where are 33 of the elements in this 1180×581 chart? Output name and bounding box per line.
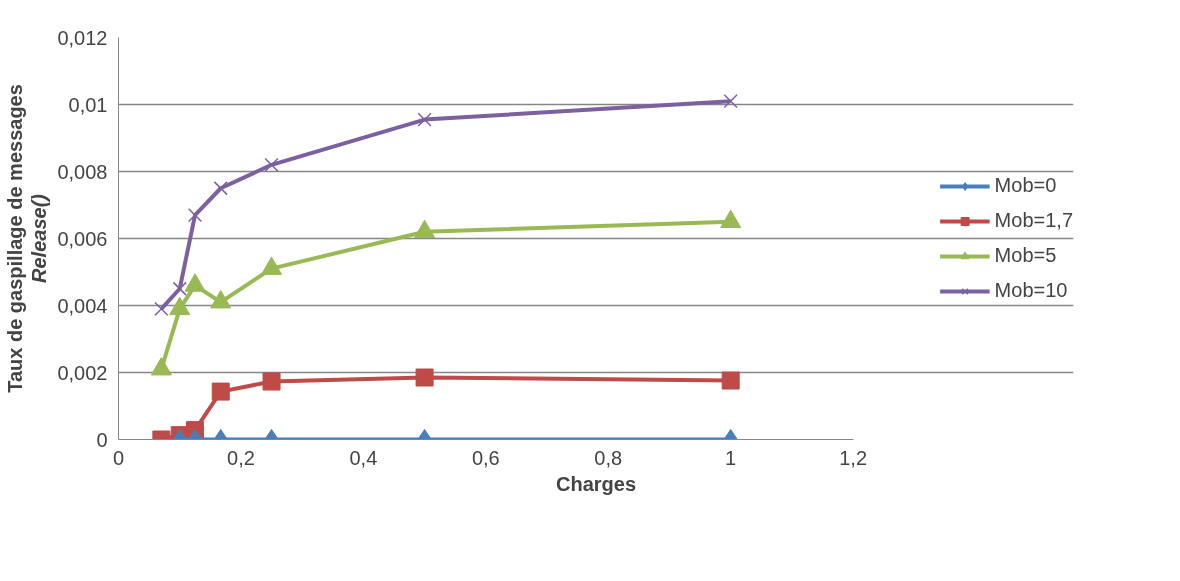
y-tick-label: 0,012: [57, 26, 108, 49]
point: [261, 256, 283, 275]
y-tick-label: 0: [96, 428, 108, 451]
y-tick-label: 0,008: [57, 160, 108, 183]
point: [184, 273, 206, 292]
point: [150, 357, 172, 376]
y-tick-label: 0,01: [68, 93, 108, 116]
legend-label: Mob=10: [994, 279, 1068, 302]
legend-label: Mob=5: [994, 244, 1058, 267]
point: [417, 112, 432, 127]
y-tick-label: 0,002: [57, 361, 108, 384]
legend-label: Mob=1,7: [994, 209, 1073, 232]
x-tick-label: 0,8: [594, 446, 623, 469]
x-tick-label: 0,6: [471, 446, 500, 469]
x-tick-label: 0: [112, 446, 125, 469]
point: [213, 181, 228, 196]
x-tick-label: 1,2: [839, 446, 868, 469]
legend-label: Mob=0: [994, 174, 1058, 197]
y-tick-label: 0,004: [57, 294, 108, 317]
point: [723, 94, 738, 109]
point: [169, 296, 191, 316]
point: [187, 207, 203, 223]
point: [264, 157, 279, 172]
text: Release(): [28, 193, 51, 283]
y-tick-label: 0,006: [57, 227, 108, 250]
x-tick-label: 1: [725, 446, 737, 469]
x-axis-title: Charges: [555, 472, 637, 495]
point: [414, 219, 436, 239]
x-tick-label: 0,4: [349, 446, 378, 469]
y-axis-title: Taux de gaspillage de messages: [3, 84, 26, 393]
x-tick-label: 0,2: [227, 446, 255, 469]
point: [210, 290, 232, 309]
point: [720, 209, 742, 229]
